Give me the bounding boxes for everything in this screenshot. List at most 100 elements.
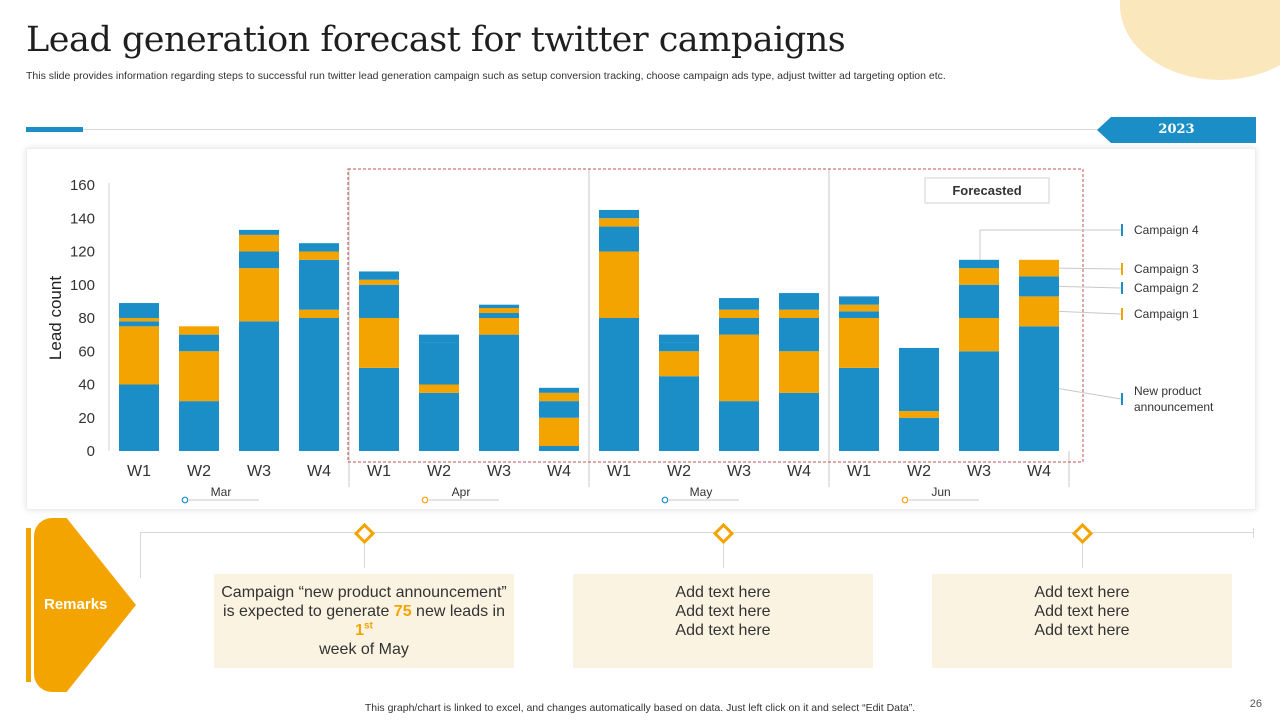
bar-segment[interactable]	[599, 318, 639, 451]
bar-segment[interactable]	[539, 401, 579, 418]
bar-segment[interactable]	[899, 417, 939, 451]
bar-segment[interactable]	[539, 387, 579, 393]
bar-segment[interactable]	[299, 318, 339, 451]
bar-segment[interactable]	[959, 259, 999, 269]
stacked-bar-chart[interactable]: 0 20 40 60 80 100 120 140 160 Lead count Forecaste…	[27, 149, 1255, 509]
bar-segment[interactable]	[479, 334, 519, 451]
legend-label: Campaign 1	[1134, 307, 1199, 321]
bar-segment[interactable]	[179, 326, 219, 335]
bar-segment[interactable]	[1019, 296, 1059, 327]
bar-segment[interactable]	[119, 303, 159, 318]
remark-2-line-1[interactable]: Add text here	[675, 584, 771, 601]
group-marker-icon	[901, 496, 909, 504]
remark-2-line-2[interactable]: Add text here	[675, 603, 771, 620]
bar-segment[interactable]	[239, 251, 279, 269]
bar-segment[interactable]	[299, 243, 339, 252]
bar-segment[interactable]	[839, 311, 879, 318]
remark-box-3[interactable]: Add text here Add text here Add text her…	[932, 574, 1232, 668]
bar-segment[interactable]	[659, 376, 699, 451]
bar-segment[interactable]	[239, 268, 279, 322]
bar-segment[interactable]	[1019, 326, 1059, 451]
bar-segment[interactable]	[599, 251, 639, 319]
remark-box-2[interactable]: Add text here Add text here Add text her…	[573, 574, 873, 668]
bar-segment[interactable]	[299, 251, 339, 260]
x-tick-label: W3	[247, 463, 271, 480]
bar-segment[interactable]	[239, 234, 279, 252]
group-label: Mar	[211, 485, 232, 499]
bar-segment[interactable]	[839, 304, 879, 312]
bar-segment[interactable]	[899, 411, 939, 418]
bar-segment[interactable]	[959, 268, 999, 285]
diamond-marker-icon	[712, 522, 735, 545]
bar-segment[interactable]	[779, 351, 819, 393]
bar-segment[interactable]	[839, 318, 879, 368]
bar-segment[interactable]	[359, 271, 399, 280]
y-tick-label: 140	[70, 210, 95, 227]
bar-segment[interactable]	[479, 313, 519, 318]
bar-segment[interactable]	[959, 351, 999, 451]
bar-segment[interactable]	[119, 321, 159, 327]
bar-segment[interactable]	[719, 298, 759, 310]
bar-segment[interactable]	[419, 392, 459, 451]
bar-segment[interactable]	[599, 218, 639, 227]
bar-segment[interactable]	[539, 392, 579, 402]
bar-segment[interactable]	[779, 392, 819, 451]
bar-segment[interactable]	[659, 342, 699, 352]
bar-segment[interactable]	[359, 279, 399, 285]
bar-segment[interactable]	[419, 384, 459, 393]
y-tick-label: 20	[78, 410, 95, 427]
bar-segment[interactable]	[719, 318, 759, 335]
bar-segment[interactable]	[119, 384, 159, 452]
bar-segment[interactable]	[1019, 259, 1059, 277]
remark-2-line-3[interactable]: Add text here	[675, 622, 771, 639]
bar-segment[interactable]	[359, 318, 399, 368]
bar-segment[interactable]	[419, 342, 459, 385]
x-tick-label: W2	[427, 463, 451, 480]
bar-segment[interactable]	[479, 308, 519, 314]
bar-segment[interactable]	[719, 334, 759, 402]
y-tick-label: 160	[70, 177, 95, 194]
bar-segment[interactable]	[719, 309, 759, 318]
bar-segment[interactable]	[959, 318, 999, 352]
bar-segment[interactable]	[299, 259, 339, 310]
remark-3-line-1[interactable]: Add text here	[1034, 584, 1130, 601]
bar-segment[interactable]	[359, 367, 399, 451]
bar-segment[interactable]	[119, 318, 159, 322]
forecast-label-box	[924, 177, 1050, 204]
bar-segment[interactable]	[179, 401, 219, 451]
legend-swatch	[1121, 308, 1123, 320]
remarks-timeline	[140, 532, 1254, 533]
bar-segment[interactable]	[1019, 276, 1059, 297]
page-subtitle: This slide provides information regardin…	[26, 70, 946, 82]
bar-segment[interactable]	[659, 351, 699, 377]
bar-segment[interactable]	[119, 326, 159, 385]
bar-segment[interactable]	[779, 318, 819, 352]
x-tick-label: W4	[1027, 463, 1051, 480]
bar-segment[interactable]	[899, 347, 939, 412]
bar-segment[interactable]	[479, 304, 519, 309]
chart-card[interactable]: 0 20 40 60 80 100 120 140 160 Lead count Forecaste…	[26, 148, 1256, 510]
bar-segment[interactable]	[779, 293, 819, 310]
bar-segment[interactable]	[779, 309, 819, 318]
bar-segment[interactable]	[839, 367, 879, 451]
bar-segment[interactable]	[359, 284, 399, 318]
bar-segment[interactable]	[599, 226, 639, 252]
bar-segment[interactable]	[659, 334, 699, 343]
bar-segment[interactable]	[539, 446, 579, 451]
bar-segment[interactable]	[479, 318, 519, 335]
bar-segment[interactable]	[299, 309, 339, 318]
remark-3-line-2[interactable]: Add text here	[1034, 603, 1130, 620]
bar-segment[interactable]	[179, 334, 219, 352]
bar-segment[interactable]	[839, 296, 879, 305]
bar-segment[interactable]	[959, 284, 999, 318]
bar-segment[interactable]	[239, 229, 279, 235]
bar-segment[interactable]	[179, 351, 219, 402]
legend-swatch	[1121, 224, 1123, 236]
forecast-region	[347, 168, 1084, 463]
bar-segment[interactable]	[239, 321, 279, 451]
bar-segment[interactable]	[599, 209, 639, 219]
bar-segment[interactable]	[419, 334, 459, 343]
bar-segment[interactable]	[719, 401, 759, 451]
bar-segment[interactable]	[539, 417, 579, 447]
remark-3-line-3[interactable]: Add text here	[1034, 622, 1130, 639]
